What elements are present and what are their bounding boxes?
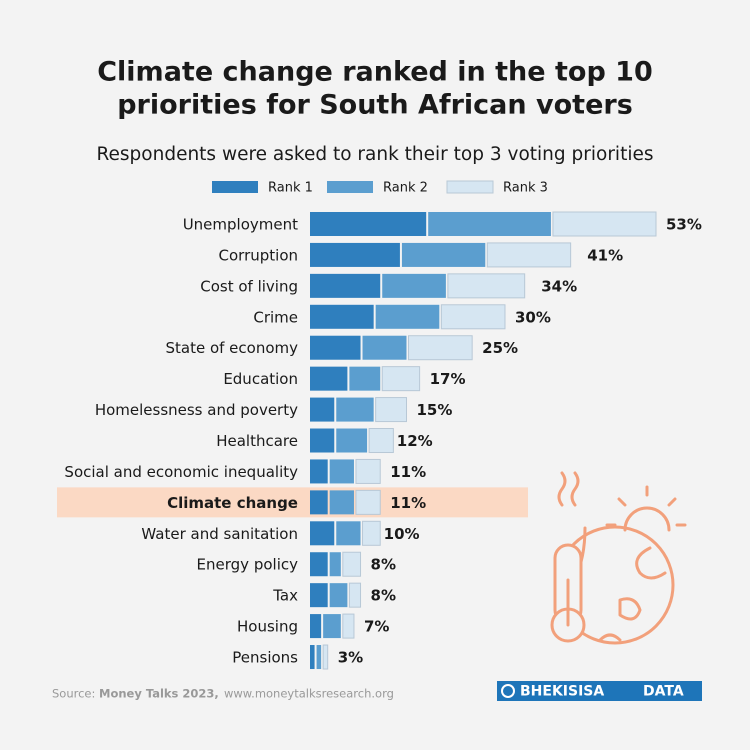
total-label: 30% [515,308,551,326]
bar-segment [310,459,328,484]
total-label: 10% [384,525,420,543]
category-label: Homelessness and poverty [95,401,298,419]
bar-segment [310,490,328,515]
bar-segment [322,644,329,670]
bar-segment [342,551,362,577]
bar-segment [552,211,657,237]
bar-segment [329,490,354,515]
bar-segment [310,212,427,236]
bar-segment [310,552,328,577]
total-label: 17% [430,370,466,388]
category-label: Water and sanitation [141,525,298,543]
bar-segment [375,397,407,423]
bar-segment [362,335,407,360]
bar-segment [348,582,362,608]
bar-segment [355,458,381,484]
bar-segment [375,304,440,329]
legend-label: Rank 1 [268,181,313,196]
bar-segment [329,552,341,577]
bar-segment [428,212,551,236]
category-label: Crime [253,308,298,326]
total-label: 12% [397,432,433,450]
legend-label: Rank 2 [383,181,428,196]
bar-segment [336,397,374,422]
legend-label: Rank 3 [503,181,548,196]
legend-swatch [327,181,373,193]
bar-segment [310,366,348,391]
logo-box [497,681,702,701]
total-label: 7% [364,618,389,636]
category-label: Pensions [232,649,298,667]
total-label: 53% [666,216,702,234]
highlight [57,487,528,518]
category-label: Climate change [167,494,298,512]
category-label: Energy policy [197,556,299,574]
bar-segment [310,521,335,546]
total-label: 25% [482,339,518,357]
legend-swatch [212,181,258,193]
chart-title: Climate change ranked in the top 10 [97,57,653,88]
total-label: 41% [587,246,623,264]
category-label: State of economy [165,339,298,357]
bar-segment [336,521,361,546]
source-name: Money Talks 2023, [99,687,219,701]
bar-segment [440,304,506,330]
total-label: 3% [338,649,363,667]
chart-title: priorities for South African voters [117,90,633,121]
bar-segment [323,614,341,639]
category-label: Healthcare [216,432,298,450]
bar-segment [447,273,526,299]
bar-segment [382,273,446,298]
category-label: Cost of living [200,277,298,295]
bar-segment [310,614,322,639]
illustration [550,471,687,645]
bar-segment [401,242,486,267]
bar-segment [362,520,381,546]
legend-swatch [446,180,494,194]
category-label: Social and economic inequality [64,463,298,481]
bar-segment [381,366,421,392]
bar-segment [349,366,381,391]
bar-segment [407,335,473,361]
logo-icon [501,684,515,698]
total-label: 11% [390,463,426,481]
bar-segment [329,583,348,608]
bar-segment [310,304,374,329]
total-label: 8% [371,556,396,574]
category-label: Corruption [219,246,298,264]
bar-segment [310,428,335,453]
total-label: 11% [390,494,426,512]
category-label: Tax [272,587,298,605]
bar-segment [310,583,328,608]
category-label: Education [223,370,298,388]
bar-segment [310,335,361,360]
bar-segment [368,428,394,454]
bar-segment [336,428,368,453]
total-label: 8% [371,587,396,605]
logo-text: BHEKISISA [520,684,604,700]
source-label: Source: [52,687,95,701]
bar-segment [342,613,355,639]
bar-segment [310,397,335,422]
logo-text: DATA [643,684,684,700]
bar-segment [329,459,354,484]
bar-segment [310,273,381,298]
source-url: www.moneytalksresearch.org [224,687,394,701]
category-label: Unemployment [183,216,298,234]
chart-subtitle: Respondents were asked to rank their top… [97,144,654,165]
total-label: 34% [541,277,577,295]
total-label: 15% [416,401,452,419]
bar-segment [355,489,381,515]
bar-segment [316,645,322,670]
bar-segment [486,242,572,268]
category-label: Housing [237,618,298,636]
bar-segment [310,242,400,267]
bar-segment [310,645,315,670]
